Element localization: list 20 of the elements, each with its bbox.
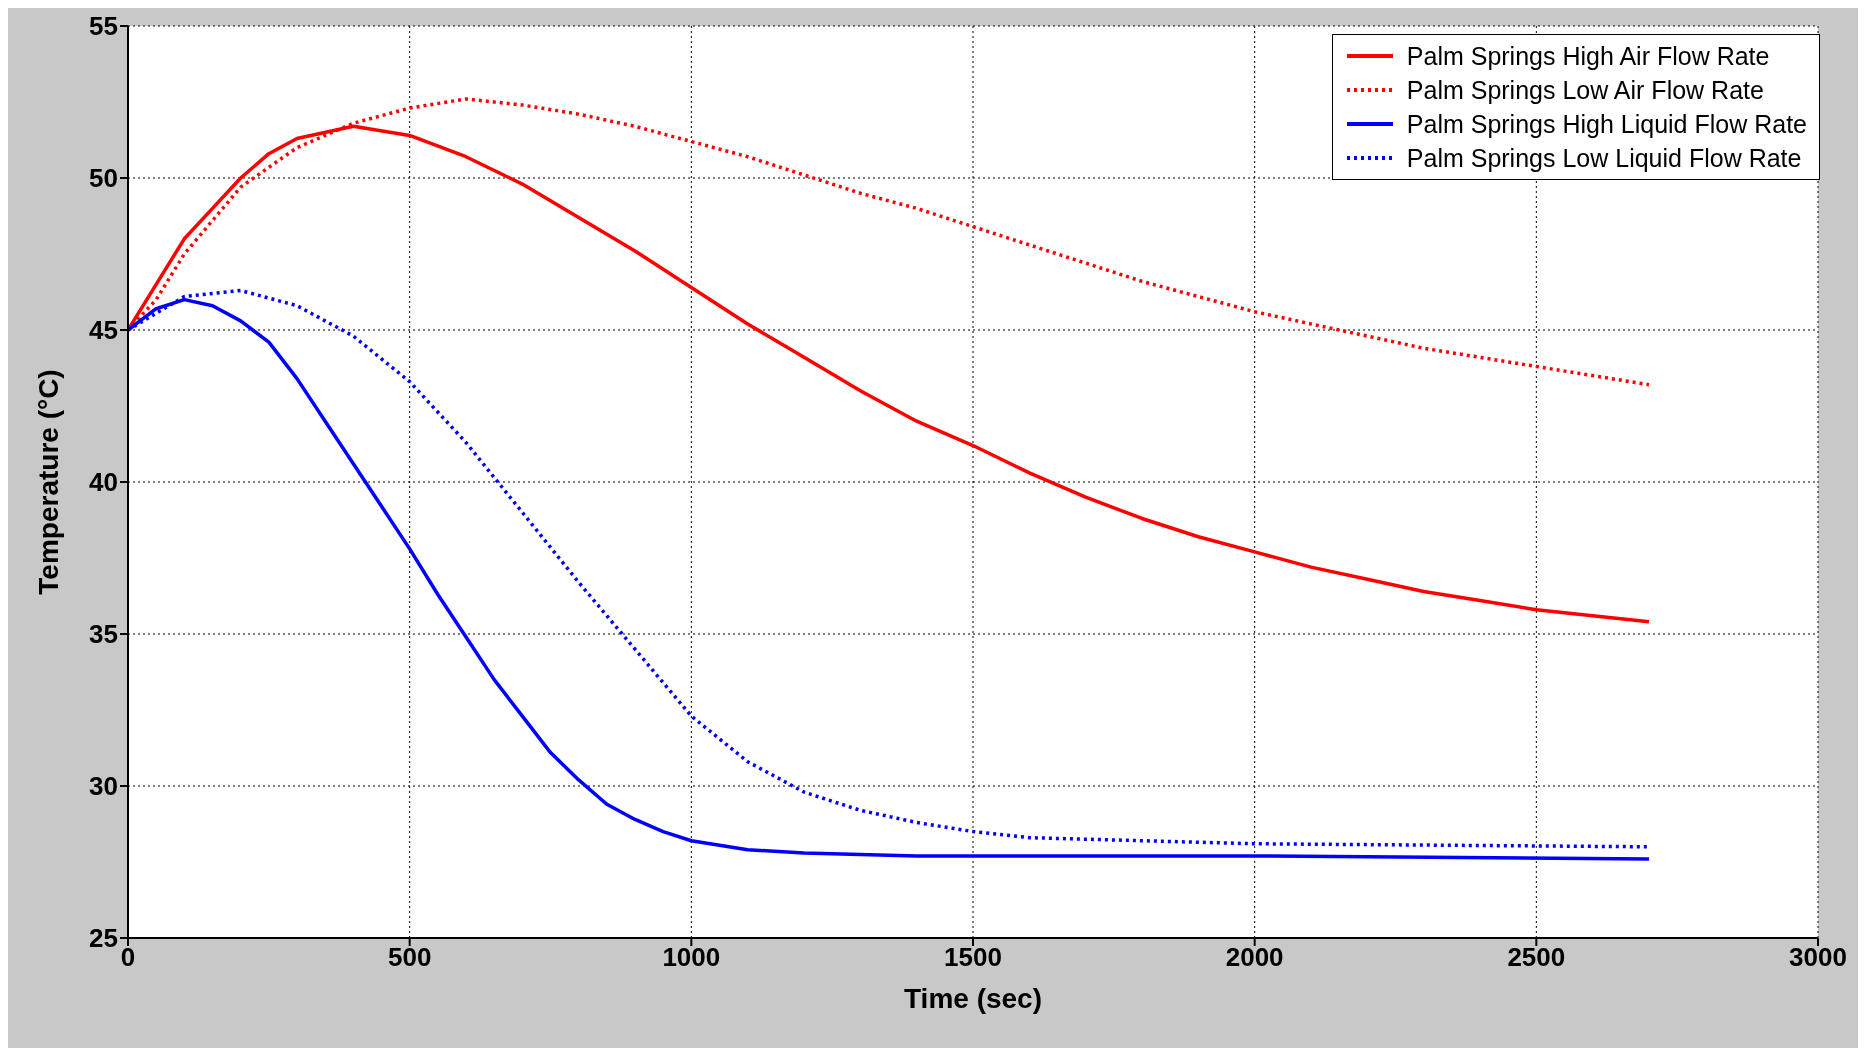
y-tick-label: 40 [89, 467, 118, 498]
y-tick-label: 30 [89, 771, 118, 802]
y-tick-label: 25 [89, 923, 118, 954]
y-tick-label: 45 [89, 315, 118, 346]
x-tick-label: 2000 [1225, 942, 1284, 973]
legend-label: Palm Springs High Air Flow Rate [1406, 41, 1770, 72]
legend-label: Palm Springs Low Liquid Flow Rate [1406, 143, 1802, 174]
x-tick-label: 2500 [1507, 942, 1566, 973]
y-tick-label: 35 [89, 619, 118, 650]
x-tick-label: 500 [387, 942, 432, 973]
x-tick-label: 0 [120, 942, 136, 973]
legend-label: Palm Springs Low Air Flow Rate [1406, 75, 1764, 106]
y-axis-title: Temperature (°C) [32, 369, 64, 595]
x-tick-label: 1500 [944, 942, 1002, 973]
y-tick-label: 55 [89, 11, 118, 42]
legend-label: Palm Springs High Liquid Flow Rate [1406, 109, 1807, 140]
x-tick-label: 3000 [1789, 942, 1847, 973]
x-axis-title: Time (sec) [904, 983, 1042, 1014]
y-tick-label: 50 [89, 163, 118, 194]
x-tick-label: 1000 [662, 942, 721, 973]
